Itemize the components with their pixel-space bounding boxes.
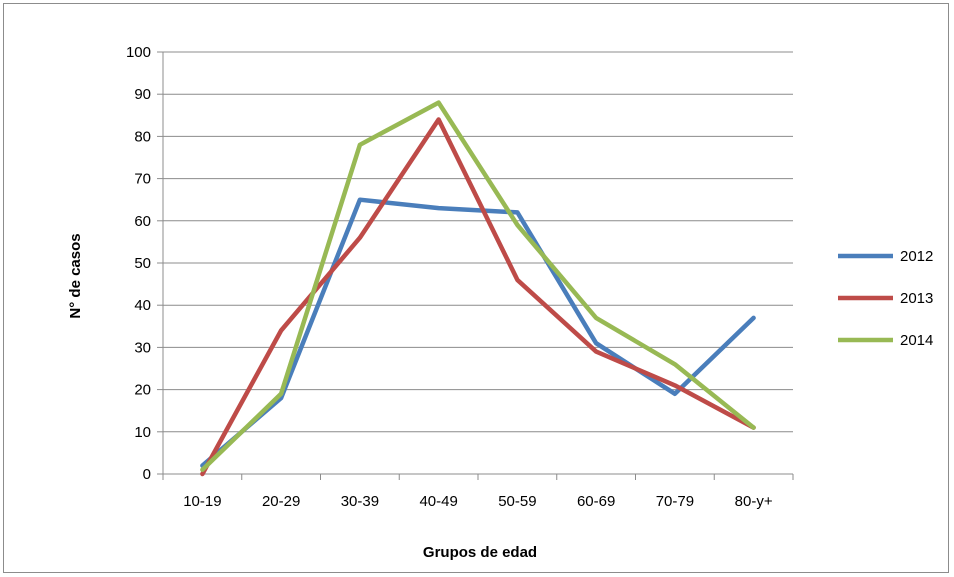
y-tick-label: 30: [134, 339, 151, 356]
series-lines: [200, 100, 756, 477]
legend-label-2012: 2012: [900, 248, 933, 265]
gridlines: [163, 51, 793, 433]
series-line-2012: [200, 197, 756, 468]
y-tick-label: 70: [134, 171, 151, 188]
y-tick-label: 40: [134, 297, 151, 314]
x-tick-label: 70-79: [656, 493, 694, 510]
legend-label-2013: 2013: [900, 290, 933, 307]
y-tick-label: 20: [134, 382, 151, 399]
y-tick-label: 0: [143, 466, 151, 483]
x-tick-label: 40-49: [419, 493, 457, 510]
x-tick-label: 10-19: [183, 493, 221, 510]
legend: 2012 2013 2014: [838, 248, 933, 349]
x-axis-title: Grupos de edad: [423, 544, 537, 561]
x-tick-label: 80-y+: [735, 493, 773, 510]
x-tick-label: 50-59: [498, 493, 536, 510]
x-tick-label: 30-39: [341, 493, 379, 510]
x-tick-label: 60-69: [577, 493, 615, 510]
y-tick-label: 90: [134, 86, 151, 103]
x-tick-label: 20-29: [262, 493, 300, 510]
y-tick-label: 100: [126, 44, 151, 61]
series-line-2014: [200, 100, 756, 473]
x-tick-labels: 10-19 20-29 30-39 40-49 50-59 60-69 70-79 80-y+: [183, 493, 773, 510]
y-tick-labels: 0 10 20 30 40 50 60 70 80 90 100: [126, 44, 151, 483]
axes: [157, 51, 794, 480]
series-line-2013: [200, 117, 756, 477]
y-tick-label: 50: [134, 255, 151, 272]
y-tick-label: 80: [134, 128, 151, 145]
y-tick-label: 10: [134, 424, 151, 441]
legend-label-2014: 2014: [900, 332, 933, 349]
chart-frame: [3, 3, 949, 573]
y-axis-title: N° de casos: [67, 233, 84, 318]
y-tick-label: 60: [134, 213, 151, 230]
